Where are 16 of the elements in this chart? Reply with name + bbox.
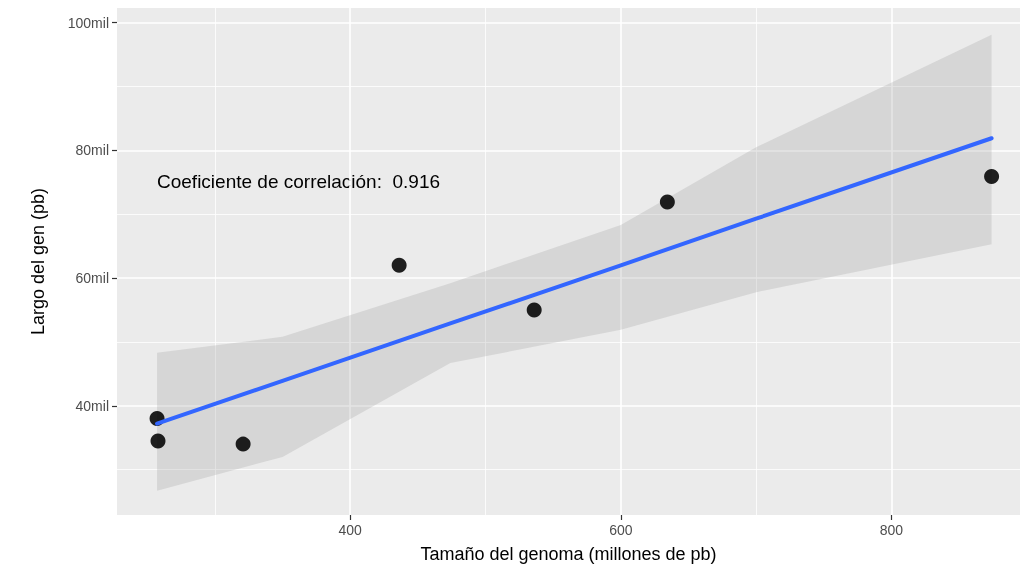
- point: [391, 257, 407, 273]
- point: [235, 436, 251, 452]
- x-tick-label: 400: [338, 522, 363, 538]
- y-tick-label: 40mil: [75, 397, 109, 414]
- x-axis-title: Tamaño del genoma (millones de pb): [420, 544, 717, 564]
- point: [150, 433, 166, 449]
- point: [984, 169, 1000, 185]
- point: [526, 302, 542, 318]
- annotation: Coeficiente de correlación: 0.916: [157, 171, 441, 192]
- y-tick-label: 80mil: [75, 142, 109, 159]
- y-tick-label: 100mil: [67, 14, 109, 31]
- y-tick-label: 60mil: [75, 270, 109, 287]
- point: [659, 194, 675, 210]
- x-tick-label: 600: [609, 522, 633, 538]
- y-axis-title: Largo del gen (pb): [28, 187, 48, 336]
- x-tick-label: 800: [879, 522, 904, 538]
